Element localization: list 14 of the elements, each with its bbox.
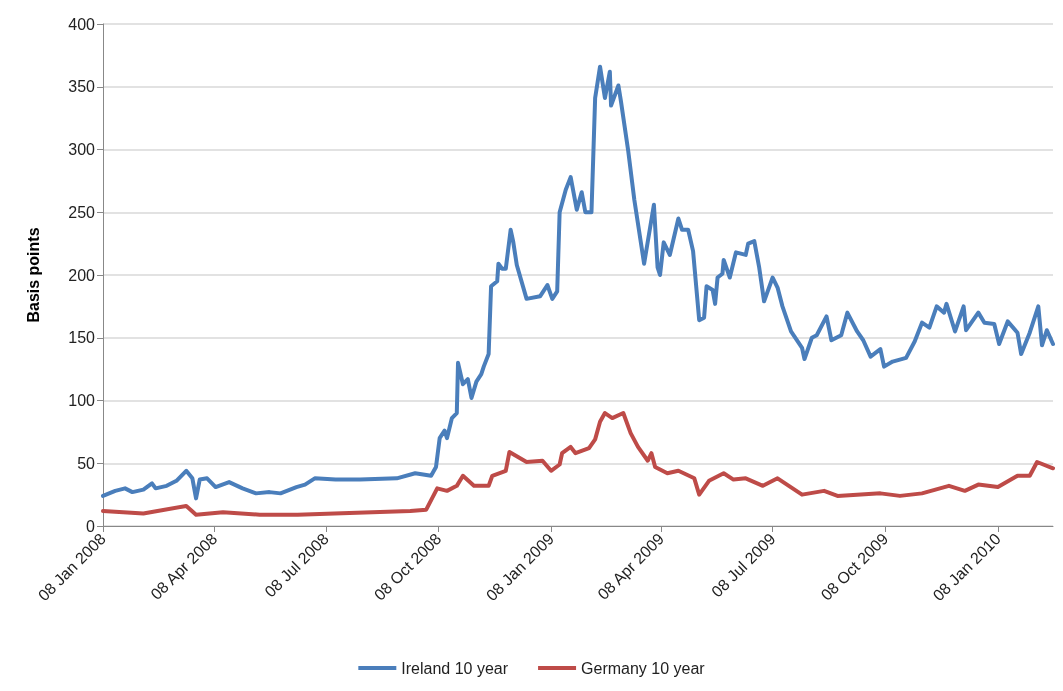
legend-label: Germany 10 year (581, 659, 706, 677)
y-tick-label: 250 (68, 203, 96, 221)
legend-label: Ireland 10 year (401, 659, 509, 677)
y-tick-label: 300 (68, 141, 96, 158)
line-series (101, 64, 1055, 501)
y-tick-label: 350 (68, 78, 96, 96)
y-tick-label: 100 (68, 392, 96, 409)
y-tick-label: 50 (77, 454, 96, 472)
line-series (101, 411, 1055, 517)
y-axis-title: Basis points (24, 227, 42, 323)
y-tick-label: 0 (86, 517, 96, 535)
y-tick-label: 150 (68, 329, 96, 347)
y-tick-label: 400 (68, 15, 96, 33)
y-tick-label: 200 (68, 266, 96, 284)
